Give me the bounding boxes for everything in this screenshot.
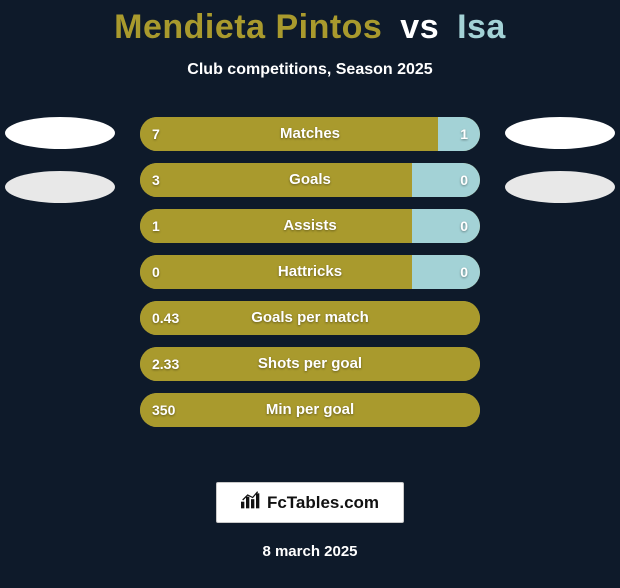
bar-value-left: 7 [152, 117, 160, 151]
brand-text: FcTables.com [267, 493, 379, 513]
bars-container: Matches71Goals30Assists10Hattricks00Goal… [140, 117, 480, 427]
avatar-left-0 [5, 117, 115, 149]
chart-icon [241, 491, 261, 514]
title-player1: Mendieta Pintos [114, 8, 382, 46]
footer: FcTables.com 8 march 2025 [0, 482, 620, 560]
brand-box: FcTables.com [216, 482, 404, 523]
title-vs: vs [400, 8, 439, 46]
avatar-right-0 [505, 117, 615, 149]
bar-value-left: 350 [152, 393, 175, 427]
bar-label: Shots per goal [140, 347, 480, 381]
bar-label: Hattricks [140, 255, 480, 289]
bar-value-right: 0 [460, 163, 468, 197]
bar-row: Min per goal350 [140, 393, 480, 427]
bar-value-left: 1 [152, 209, 160, 243]
bar-row: Shots per goal2.33 [140, 347, 480, 381]
compare-area: Matches71Goals30Assists10Hattricks00Goal… [0, 117, 620, 437]
bar-row: Hattricks0 0 [140, 255, 480, 289]
bar-label: Matches [140, 117, 480, 151]
subtitle: Club competitions, Season 2025 [0, 61, 620, 79]
bar-row: Assists1 0 [140, 209, 480, 243]
avatar-left-1 [5, 171, 115, 203]
bar-value-left: 0 [152, 255, 160, 289]
bar-value-right: 1 [460, 117, 468, 151]
avatar-column-right [500, 117, 620, 203]
bar-row: Goals3 0 [140, 163, 480, 197]
page-title: Mendieta Pintos vs Isa [0, 8, 620, 47]
bar-value-right: 0 [460, 209, 468, 243]
title-player2: Isa [457, 8, 506, 46]
bar-label: Goals per match [140, 301, 480, 335]
avatar-right-1 [505, 171, 615, 203]
date-text: 8 march 2025 [0, 543, 620, 560]
bar-value-left: 0.43 [152, 301, 179, 335]
avatar-column-left [0, 117, 120, 203]
bar-value-left: 3 [152, 163, 160, 197]
bar-row: Goals per match0.43 [140, 301, 480, 335]
bar-label: Min per goal [140, 393, 480, 427]
bar-label: Assists [140, 209, 480, 243]
bar-label: Goals [140, 163, 480, 197]
bar-value-right: 0 [460, 255, 468, 289]
bar-row: Matches7 1 [140, 117, 480, 151]
bar-value-left: 2.33 [152, 347, 179, 381]
